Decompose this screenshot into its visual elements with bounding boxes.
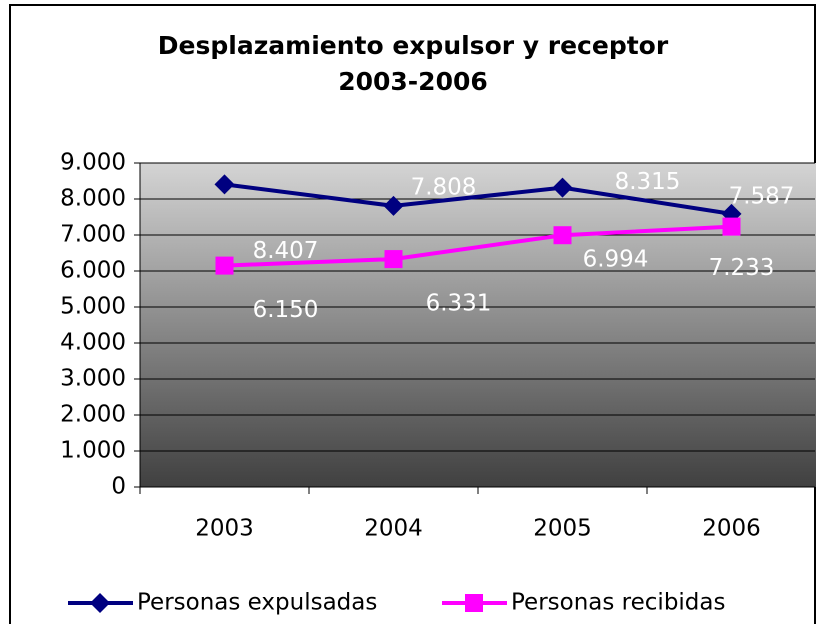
data-label: 6.150 [253, 297, 319, 323]
y-tick-label: 1.000 [60, 438, 126, 464]
data-label: 7.808 [411, 174, 477, 200]
data-point [722, 217, 741, 236]
y-tick-label: 6.000 [60, 258, 126, 284]
chart-title: Desplazamiento expulsor y receptor [158, 31, 669, 60]
data-label: 8.315 [615, 169, 681, 195]
y-tick-label: 9.000 [60, 150, 126, 176]
series-line [224, 224, 732, 268]
data-label: 8.407 [253, 238, 319, 264]
y-tick-label: 8.000 [60, 186, 126, 212]
data-point [553, 226, 572, 245]
legend-marker [90, 593, 110, 613]
x-tick-label: 2003 [195, 516, 254, 542]
data-point [214, 174, 235, 195]
data-label: 6.994 [583, 247, 649, 273]
x-tick-label: 2004 [364, 516, 423, 542]
data-label: 7.233 [709, 255, 775, 281]
y-tick-label: 3.000 [60, 366, 126, 392]
series-line [224, 182, 732, 216]
plot-area [140, 163, 816, 487]
data-point [384, 250, 403, 269]
data-point [552, 177, 573, 198]
legend-label: Personas expulsadas [137, 590, 377, 616]
legend-marker [465, 594, 483, 612]
chart-title: 2003-2006 [338, 67, 488, 96]
y-tick-label: 5.000 [60, 294, 126, 320]
data-point [215, 256, 234, 275]
y-tick-label: 7.000 [60, 222, 126, 248]
y-tick-label: 0 [111, 474, 126, 500]
y-tick-label: 2.000 [60, 402, 126, 428]
x-tick-label: 2006 [702, 516, 761, 542]
data-point [383, 195, 404, 216]
x-tick-label: 2005 [533, 516, 592, 542]
y-tick-label: 4.000 [60, 330, 126, 356]
legend-label: Personas recibidas [511, 590, 725, 616]
data-label: 7.587 [729, 183, 795, 209]
data-label: 6.331 [426, 291, 492, 317]
